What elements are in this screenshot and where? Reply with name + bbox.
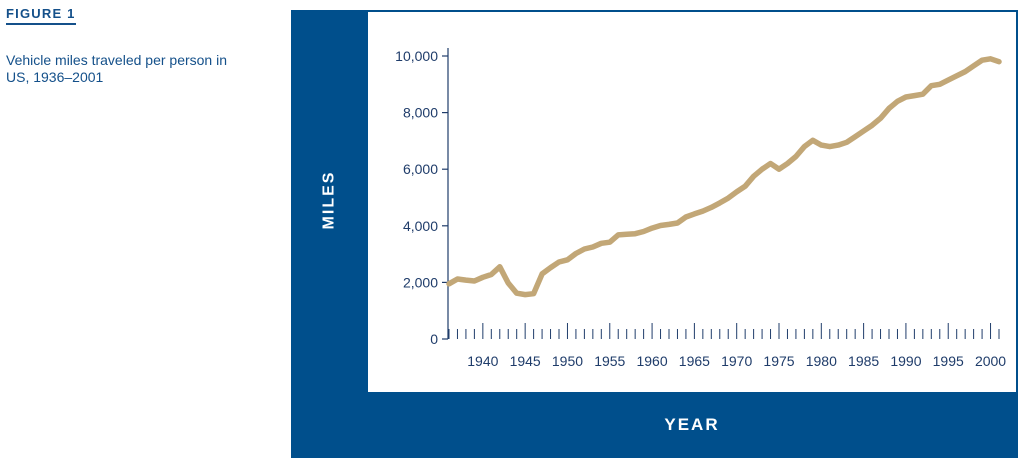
series-line xyxy=(446,56,1002,298)
data-point-1993 xyxy=(929,84,933,88)
y-tick-label-2000: 2,000 xyxy=(403,274,438,290)
data-point-1988 xyxy=(887,106,891,110)
data-point-1936 xyxy=(447,282,451,286)
y-tick-label-10000: 10,000 xyxy=(395,48,438,64)
data-point-1952 xyxy=(582,247,586,251)
data-point-1955 xyxy=(608,240,612,244)
figure-caption: Vehicle miles traveled per person in US,… xyxy=(6,52,228,85)
data-point-1971 xyxy=(743,184,747,188)
data-point-1961 xyxy=(658,223,662,227)
data-point-1996 xyxy=(954,74,958,78)
data-point-1962 xyxy=(667,222,671,226)
data-point-1995 xyxy=(946,78,950,82)
y-axis-title-wrap: MILES xyxy=(291,10,368,390)
data-point-1979 xyxy=(811,138,815,142)
data-point-1967 xyxy=(709,205,713,209)
data-point-1965 xyxy=(692,212,696,216)
y-tick-label-0: 0 xyxy=(430,331,438,347)
x-axis-title: YEAR xyxy=(664,415,720,434)
data-point-1990 xyxy=(904,95,908,99)
data-point-1982 xyxy=(836,143,840,147)
data-point-1978 xyxy=(802,144,806,148)
y-tick-label-6000: 6,000 xyxy=(403,161,438,177)
y-tick-label-8000: 8,000 xyxy=(403,105,438,121)
data-point-1992 xyxy=(921,92,925,96)
x-tick-label-1990: 1990 xyxy=(890,353,921,369)
data-point-2000 xyxy=(988,57,992,61)
x-tick-label-1970: 1970 xyxy=(721,353,752,369)
data-point-1963 xyxy=(675,221,679,225)
data-point-2001 xyxy=(997,59,1001,63)
data-point-1980 xyxy=(819,143,823,147)
x-tick-label-1940: 1940 xyxy=(467,353,498,369)
data-point-1969 xyxy=(726,196,730,200)
data-point-1951 xyxy=(574,251,578,255)
data-point-1999 xyxy=(980,58,984,62)
line-chart: 0 2,000 4,000 6,000 8,000 10,000 1940 1945 1950 1… xyxy=(395,48,1006,369)
data-point-1940 xyxy=(481,275,485,279)
data-point-1953 xyxy=(591,245,595,249)
y-axis-title: MILES xyxy=(320,170,338,230)
data-point-1970 xyxy=(734,190,738,194)
data-point-1958 xyxy=(633,232,637,236)
data-point-1997 xyxy=(963,69,967,73)
x-tick-label-1975: 1975 xyxy=(763,353,794,369)
data-point-1968 xyxy=(718,201,722,205)
data-point-1937 xyxy=(455,277,459,281)
data-point-1977 xyxy=(794,154,798,158)
data-point-1956 xyxy=(616,233,620,237)
data-point-1957 xyxy=(624,232,628,236)
data-point-1939 xyxy=(472,279,476,283)
data-point-1987 xyxy=(878,116,882,120)
data-point-1959 xyxy=(641,229,645,233)
data-point-1950 xyxy=(565,258,569,262)
x-tick-label-1985: 1985 xyxy=(848,353,879,369)
data-point-1943 xyxy=(506,281,510,285)
data-point-1989 xyxy=(895,99,899,103)
data-point-1960 xyxy=(650,226,654,230)
figure-label: FIGURE 1 xyxy=(6,6,76,25)
data-point-1948 xyxy=(548,265,552,269)
data-point-1944 xyxy=(514,291,518,295)
data-point-1966 xyxy=(701,209,705,213)
x-tick-label-1965: 1965 xyxy=(679,353,710,369)
data-point-1941 xyxy=(489,272,493,276)
data-point-1975 xyxy=(777,167,781,171)
x-tick-label-1960: 1960 xyxy=(636,353,667,369)
data-point-1984 xyxy=(853,134,857,138)
y-tick-label-4000: 4,000 xyxy=(403,218,438,234)
data-point-1954 xyxy=(599,241,603,245)
data-point-1985 xyxy=(861,129,865,133)
data-point-1981 xyxy=(828,144,832,148)
x-tick-label-2000: 2000 xyxy=(975,353,1006,369)
data-point-1973 xyxy=(760,167,764,171)
x-tick-label-1955: 1955 xyxy=(594,353,625,369)
data-point-1945 xyxy=(523,292,527,296)
x-tick-label-1995: 1995 xyxy=(933,353,964,369)
data-point-1991 xyxy=(912,93,916,97)
data-point-1994 xyxy=(938,82,942,86)
plot-area xyxy=(368,12,1016,392)
data-point-1974 xyxy=(768,161,772,165)
data-point-1947 xyxy=(540,272,544,276)
data-point-1946 xyxy=(531,292,535,296)
data-point-1976 xyxy=(785,161,789,165)
data-point-1998 xyxy=(971,64,975,68)
data-point-1964 xyxy=(684,215,688,219)
data-point-1983 xyxy=(844,140,848,144)
x-tick-label-1980: 1980 xyxy=(806,353,837,369)
x-tick-label-1945: 1945 xyxy=(510,353,541,369)
data-point-1972 xyxy=(751,174,755,178)
data-point-1949 xyxy=(557,260,561,264)
data-point-1942 xyxy=(498,265,502,269)
data-point-1938 xyxy=(464,278,468,282)
x-tick-label-1950: 1950 xyxy=(552,353,583,369)
data-point-1986 xyxy=(870,123,874,127)
